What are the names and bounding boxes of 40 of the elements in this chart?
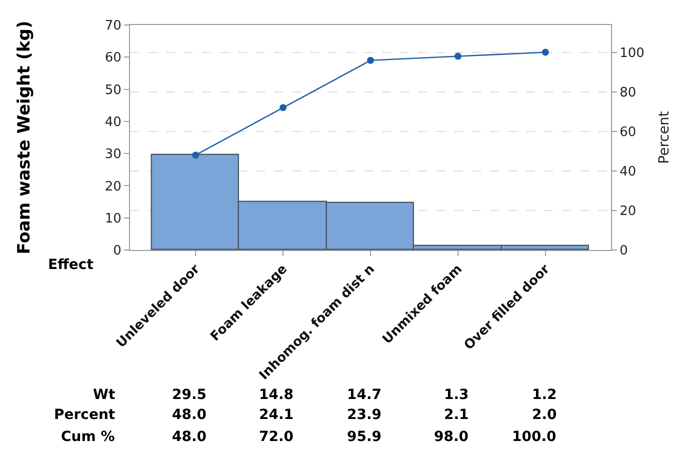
y-tick-label: 60: [104, 50, 122, 66]
y-tick-label: 0: [113, 244, 122, 259]
data-label: 1.2: [532, 387, 557, 403]
data-label: 95.9: [347, 429, 382, 445]
y-axis-title: Foam waste Weight (kg): [14, 20, 34, 254]
text: 24.1: [259, 407, 294, 423]
y-tick-label: 30: [104, 147, 122, 162]
text: Percent: [54, 407, 116, 423]
y2-tick-label: 40: [620, 164, 636, 180]
y2-tick-label: 0: [620, 244, 628, 259]
text: 2.1: [444, 407, 469, 423]
y2-tick-label: 100: [620, 46, 644, 61]
point: [542, 48, 549, 56]
y-tick-label: 10: [104, 211, 122, 226]
point: [454, 52, 462, 60]
x-axis-title: Effect: [48, 257, 94, 273]
y-tick-label: 20: [104, 179, 122, 194]
y-tick-label: 50: [104, 82, 122, 98]
point: [280, 104, 287, 112]
y2-axis-title: Percent: [656, 110, 673, 164]
point: [192, 152, 200, 159]
y-tick-label: 70: [104, 18, 122, 34]
data-label: 1.3: [444, 387, 469, 403]
data-label: 72.0: [259, 429, 294, 445]
text: 2.0: [532, 407, 558, 423]
y2-tick-label: 80: [620, 85, 636, 100]
text: Cum %: [61, 429, 115, 445]
data-label: 29.5: [172, 387, 207, 403]
data-label: 14.8: [259, 387, 294, 403]
y2-tick-label: 60: [620, 124, 636, 140]
point: [367, 56, 374, 64]
data-label: 98.0: [434, 429, 469, 445]
data-label: 14.7: [347, 387, 382, 403]
data-label: 48.0: [172, 429, 207, 445]
text: 23.9: [347, 407, 382, 423]
y-tick-label: 40: [104, 114, 122, 130]
text: Wt: [93, 387, 116, 403]
text: 48.0: [172, 407, 207, 423]
y2-tick-label: 20: [620, 204, 636, 220]
data-label: 100.0: [512, 429, 557, 445]
